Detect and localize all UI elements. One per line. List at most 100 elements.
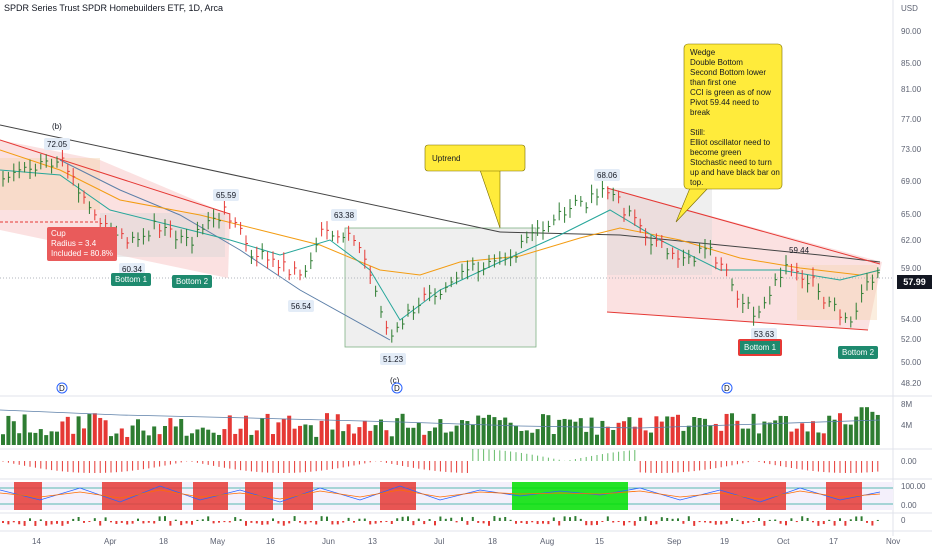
osc-bar	[574, 516, 577, 521]
cci-bar	[661, 461, 663, 473]
volume-bar	[724, 413, 729, 445]
cci-bar	[877, 461, 879, 472]
cci-bar	[13, 461, 15, 464]
cci-bar	[72, 461, 74, 473]
dividend-marker[interactable]	[391, 382, 403, 394]
osc-bar	[763, 521, 766, 526]
osc-bar	[871, 521, 874, 526]
osc-bar	[299, 521, 301, 523]
volume-bar	[60, 421, 65, 445]
dividend-marker-label: D	[59, 384, 65, 393]
osc-bar	[61, 521, 64, 526]
cci-bar	[585, 456, 587, 461]
cci-bar	[67, 461, 69, 472]
cci-bar	[504, 450, 506, 461]
cci-bar	[169, 461, 171, 465]
volume-bar	[244, 415, 248, 445]
osc-bar	[747, 521, 750, 523]
volume-bar	[870, 411, 875, 445]
price-axis[interactable]: USD 90.00 85.00 81.00 77.00 73.00 69.00 …	[901, 4, 926, 525]
osc-bar	[655, 521, 658, 525]
cci-bar	[234, 461, 236, 470]
volume-bar	[292, 428, 297, 445]
time-axis[interactable]: 14 Apr 18 May 16 Jun 13 Jul 18 Aug 15 Se…	[32, 537, 900, 546]
volume-bar	[800, 423, 805, 445]
osc-bar	[660, 517, 663, 521]
chart-title: SPDR Series Trust SPDR Homebuilders ETF,…	[4, 3, 224, 13]
cci-bar	[742, 461, 744, 464]
osc-bar	[423, 521, 426, 525]
volume-bar	[789, 431, 794, 445]
osc-bar	[828, 519, 831, 521]
volume-bar	[821, 433, 826, 445]
osc-bar	[725, 521, 728, 524]
osc-bar	[239, 519, 242, 521]
dividend-marker[interactable]	[721, 382, 733, 394]
osc-bar	[196, 519, 199, 521]
uptrend-callout[interactable]	[424, 144, 526, 172]
cci-bar	[763, 461, 765, 464]
uptrend-text: Uptrend	[432, 154, 460, 163]
volume-bar	[87, 414, 92, 445]
stoch-d-line	[0, 489, 881, 500]
osc-bar	[833, 521, 836, 526]
cci-bar	[785, 461, 787, 468]
cci-bar	[672, 461, 674, 473]
cci-bar	[51, 461, 53, 471]
double-bottom-box-left	[100, 213, 225, 257]
osc-bar	[255, 521, 258, 524]
cci-bar	[736, 461, 738, 465]
volume-bar	[368, 430, 373, 445]
volume-bar	[130, 425, 135, 445]
wedge-callout[interactable]	[683, 43, 783, 190]
osc-bar	[12, 521, 15, 523]
cci-bar	[88, 461, 90, 473]
cci-bar	[596, 454, 598, 461]
price-candles	[2, 149, 880, 343]
osc-bar	[180, 521, 183, 526]
osc-bar	[174, 519, 177, 521]
dividend-marker[interactable]	[56, 382, 68, 394]
volume-bar	[298, 425, 302, 445]
cci-bar	[304, 461, 306, 473]
osc-bar	[223, 521, 226, 523]
osc-bar	[606, 516, 609, 521]
osc-bar	[698, 521, 701, 523]
axis-currency: USD	[901, 4, 918, 13]
osc-bar	[471, 516, 474, 521]
osc-bar	[34, 521, 37, 526]
osc-bar	[461, 517, 463, 521]
osc-bar	[88, 521, 91, 523]
stoch-k-line	[0, 485, 881, 503]
osc-bar	[666, 517, 669, 521]
osc-bar	[752, 521, 755, 523]
cci-bar	[250, 461, 252, 472]
cci-bar	[515, 452, 517, 461]
volume-bar	[319, 420, 324, 445]
osc-bar	[720, 521, 723, 525]
cci-bar	[645, 461, 647, 473]
cci-bar	[126, 461, 128, 472]
cci-bar	[769, 461, 771, 465]
volume-bar	[816, 432, 821, 445]
volume-bar	[632, 426, 637, 445]
cci-bar	[207, 461, 209, 465]
osc-bar	[623, 521, 625, 526]
osc-bar	[563, 516, 566, 521]
cci-bar	[191, 461, 193, 462]
cci-bar	[774, 461, 776, 466]
cci-bar	[801, 461, 803, 470]
osc-bar	[714, 521, 717, 525]
volume-bar	[611, 429, 616, 445]
cci-bar	[618, 451, 620, 461]
cci-bar	[223, 461, 225, 468]
osc-bar	[741, 521, 744, 525]
volume-bar	[325, 413, 329, 445]
time-tick: Nov	[886, 537, 900, 546]
osc-bar	[579, 518, 582, 521]
price-callout-65: 65.59	[216, 191, 237, 200]
osc-bar	[639, 516, 642, 521]
osc-bar	[2, 521, 4, 523]
cci-bar	[358, 461, 360, 465]
